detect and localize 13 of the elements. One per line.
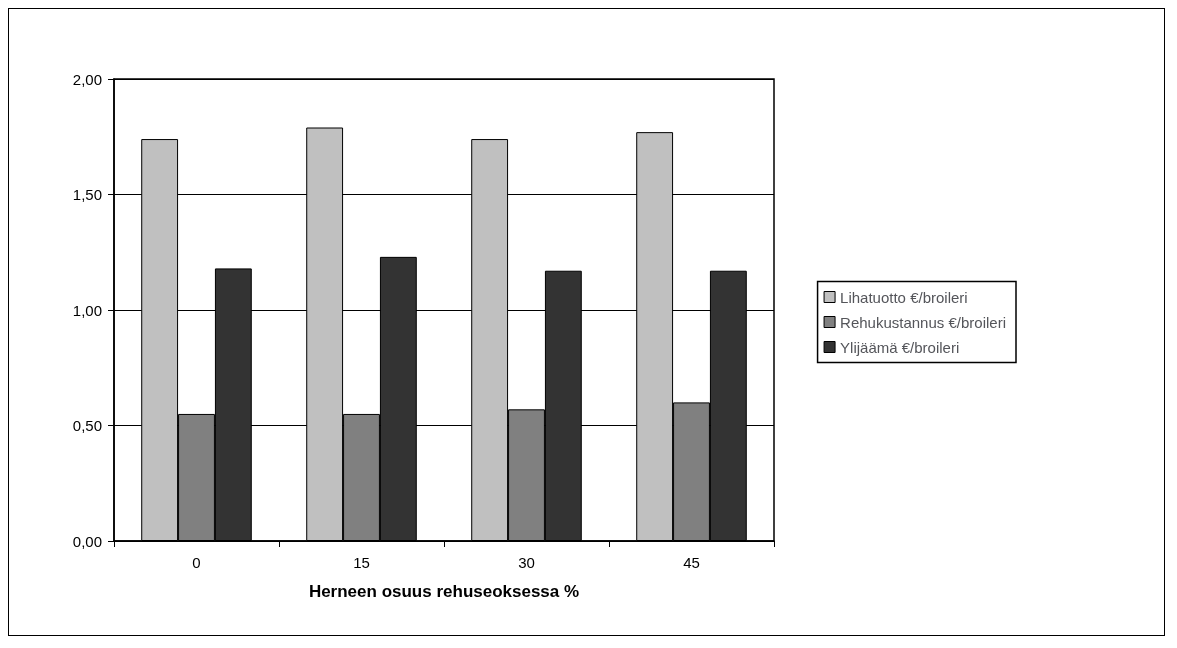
x-tick-label: 15: [353, 554, 370, 571]
x-tick-label: 0: [192, 554, 201, 571]
x-axis-title: Herneen osuus rehuseoksessa %: [308, 582, 580, 601]
legend-label: Rehukustannus €/broileri: [840, 313, 1007, 331]
y-tick-label: 1,00: [72, 301, 102, 319]
legend-label: Ylijäämä €/broileri: [840, 338, 960, 356]
x-tick-label: 30: [518, 554, 535, 571]
y-tick-label: 2,00: [72, 70, 102, 88]
legend-label: Lihatuotto €/broileri: [840, 288, 968, 306]
x-tick-label: 45: [683, 554, 700, 571]
y-tick-label: 0,50: [72, 417, 102, 434]
y-tick-label: 1,50: [72, 186, 102, 203]
y-tick-label: 0,00: [72, 532, 102, 550]
